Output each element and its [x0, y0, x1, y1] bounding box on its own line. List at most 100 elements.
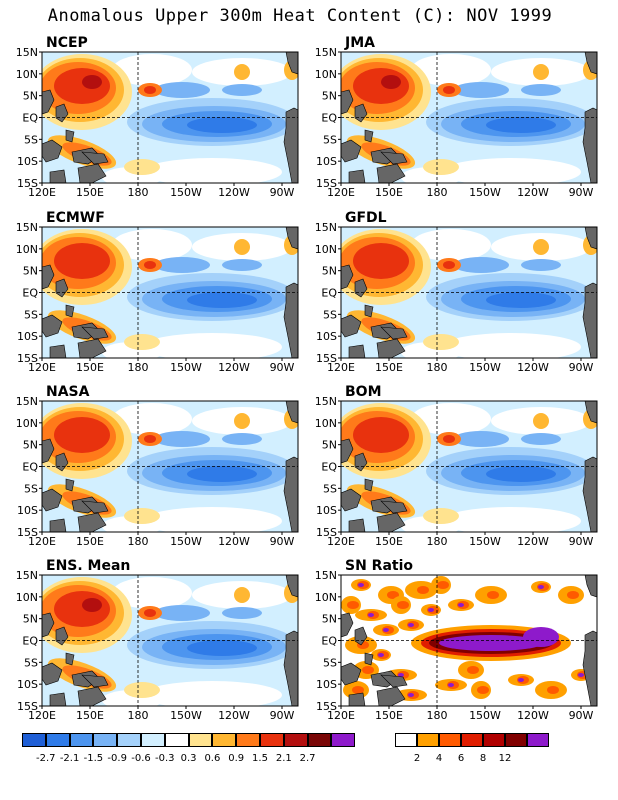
- colorbar-label: 0.3: [180, 753, 197, 764]
- colorbar-swatch: [93, 733, 118, 747]
- lat-tick-label: 5S: [323, 656, 337, 669]
- land-mass: [376, 686, 406, 706]
- land-mass: [285, 401, 298, 424]
- colorbar-label: 4: [435, 753, 443, 764]
- lon-tick-label: 180: [128, 361, 149, 374]
- lat-tick-label: 10S: [316, 678, 337, 691]
- colorbar-label: 6: [457, 753, 465, 764]
- land-mass: [348, 344, 366, 358]
- lon-tick-label: 90W: [569, 361, 594, 374]
- lat-tick-label: 15N: [315, 395, 337, 408]
- lon-tick-label: 150W: [469, 709, 501, 722]
- lon-tick-label: 120W: [218, 535, 250, 548]
- land-mass: [49, 692, 67, 706]
- lon-tick-label: 120E: [327, 361, 355, 374]
- land-mass: [77, 163, 107, 183]
- land-mass: [380, 326, 408, 340]
- lon-tick-label: 150W: [469, 535, 501, 548]
- land-mass: [285, 52, 298, 75]
- lat-tick-label: EQ: [321, 635, 337, 648]
- panel-name: NASA: [46, 384, 90, 400]
- lon-tick-label: 90W: [270, 709, 295, 722]
- lon-tick-label: 150E: [375, 709, 403, 722]
- lon-tick-label: 150W: [170, 709, 202, 722]
- lon-tick-label: 150E: [76, 709, 104, 722]
- land-mass: [65, 304, 75, 318]
- lon-tick-label: 180: [128, 709, 149, 722]
- land-mass: [341, 488, 362, 512]
- lat-tick-label: 5N: [322, 439, 337, 452]
- land-mass: [341, 662, 362, 686]
- lon-tick-label: 150E: [375, 186, 403, 199]
- land-mass: [341, 314, 362, 338]
- lon-tick-label: 120W: [218, 709, 250, 722]
- map-panel-sn-ratio: SN Ratio 15N 10N 5N EQ 5S 10S 15S 120E 150E 180 150…: [299, 558, 599, 755]
- lat-tick-label: EQ: [321, 287, 337, 300]
- lat-tick-label: 15N: [16, 46, 38, 59]
- lat-tick-label: EQ: [22, 461, 38, 474]
- lat-tick-label: 5N: [322, 265, 337, 278]
- lon-tick-label: 120E: [327, 535, 355, 548]
- land-mass: [49, 518, 67, 532]
- land-mass: [283, 107, 298, 183]
- colorbar-label: -2.1: [59, 753, 80, 764]
- lat-tick-label: 10N: [16, 243, 38, 256]
- lat-tick-label: 5S: [323, 308, 337, 321]
- lat-tick-label: 10N: [16, 417, 38, 430]
- lat-tick-label: EQ: [22, 287, 38, 300]
- lon-tick-label: 120E: [28, 535, 56, 548]
- colorbar-swatch: [417, 733, 439, 747]
- lon-tick-label: 120E: [28, 709, 56, 722]
- map-panel-ens-mean: ENS. Mean 15N 10N 5N EQ 5S 10S 15S 120E 150E 180 15…: [0, 558, 300, 755]
- land-mass: [582, 456, 597, 532]
- lon-tick-label: 180: [427, 709, 448, 722]
- lat-tick-label: 15N: [16, 395, 38, 408]
- lon-tick-label: 90W: [569, 709, 594, 722]
- land-mass: [376, 163, 406, 183]
- lat-tick-label: 5N: [23, 439, 38, 452]
- land-mass: [81, 500, 109, 514]
- lat-tick-label: 10N: [315, 417, 337, 430]
- lat-tick-label: 15N: [16, 569, 38, 582]
- lon-tick-label: 150E: [375, 535, 403, 548]
- lat-tick-label: 15S: [17, 177, 38, 190]
- land-mass: [42, 139, 63, 163]
- lat-tick-label: 5S: [24, 656, 38, 669]
- land-mass: [341, 612, 354, 638]
- colorbar-label: -0.6: [131, 753, 151, 764]
- lat-tick-label: 5N: [23, 613, 38, 626]
- colorbar-swatch: [483, 733, 505, 747]
- lat-tick-label: 10N: [315, 243, 337, 256]
- lon-tick-label: 120E: [28, 361, 56, 374]
- lon-tick-label: 180: [128, 186, 149, 199]
- lat-tick-label: 15S: [316, 177, 337, 190]
- lat-tick-label: 15N: [315, 221, 337, 234]
- land-mass: [341, 89, 354, 115]
- land-mass: [364, 304, 374, 318]
- lon-tick-label: 90W: [270, 361, 295, 374]
- land-mass: [364, 129, 374, 143]
- lat-tick-label: 15S: [17, 526, 38, 539]
- lat-tick-label: EQ: [321, 112, 337, 125]
- lon-tick-label: 90W: [569, 186, 594, 199]
- lat-tick-label: 10N: [16, 591, 38, 604]
- lat-tick-label: 15S: [316, 700, 337, 713]
- lat-tick-label: EQ: [22, 635, 38, 648]
- lon-tick-label: 150W: [170, 186, 202, 199]
- lat-tick-label: 5N: [322, 90, 337, 103]
- map-panel-nasa: NASA 15N 10N 5N EQ 5S 10S 15S 120E 150E 180 150W 120…: [0, 384, 300, 581]
- panel-name: GFDL: [345, 210, 387, 226]
- colorbar-swatch: [505, 733, 527, 747]
- lat-tick-label: 10S: [17, 678, 38, 691]
- lon-tick-label: 180: [128, 535, 149, 548]
- land-mass: [81, 674, 109, 688]
- lon-tick-label: 150W: [469, 361, 501, 374]
- colorbar-label: -0.9: [107, 753, 127, 764]
- lon-tick-label: 120E: [28, 186, 56, 199]
- land-mass: [65, 478, 75, 492]
